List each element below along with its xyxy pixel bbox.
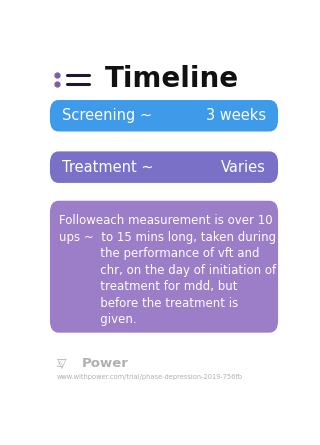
Text: before the treatment is: before the treatment is: [59, 297, 238, 310]
Text: Varies: Varies: [221, 160, 266, 174]
Text: 3 weeks: 3 weeks: [205, 108, 266, 123]
Text: the performance of vft and: the performance of vft and: [59, 247, 259, 260]
Text: Power: Power: [82, 357, 129, 370]
Text: ups ~  to 15 mins long, taken during: ups ~ to 15 mins long, taken during: [59, 231, 276, 244]
Text: ▽: ▽: [57, 357, 67, 370]
FancyBboxPatch shape: [50, 201, 278, 333]
FancyBboxPatch shape: [50, 100, 278, 132]
FancyBboxPatch shape: [50, 151, 278, 183]
Text: △: △: [57, 359, 63, 368]
Text: Screening ~: Screening ~: [62, 108, 152, 123]
Text: www.withpower.com/trial/phase-depression-2019-756fb: www.withpower.com/trial/phase-depression…: [57, 374, 243, 380]
Text: Timeline: Timeline: [104, 65, 239, 93]
Text: chr, on the day of initiation of: chr, on the day of initiation of: [59, 264, 276, 277]
Text: Followeach measurement is over 10: Followeach measurement is over 10: [59, 214, 272, 227]
Text: treatment for mdd, but: treatment for mdd, but: [59, 280, 237, 293]
Text: Treatment ~: Treatment ~: [62, 160, 154, 174]
Text: given.: given.: [59, 313, 136, 326]
